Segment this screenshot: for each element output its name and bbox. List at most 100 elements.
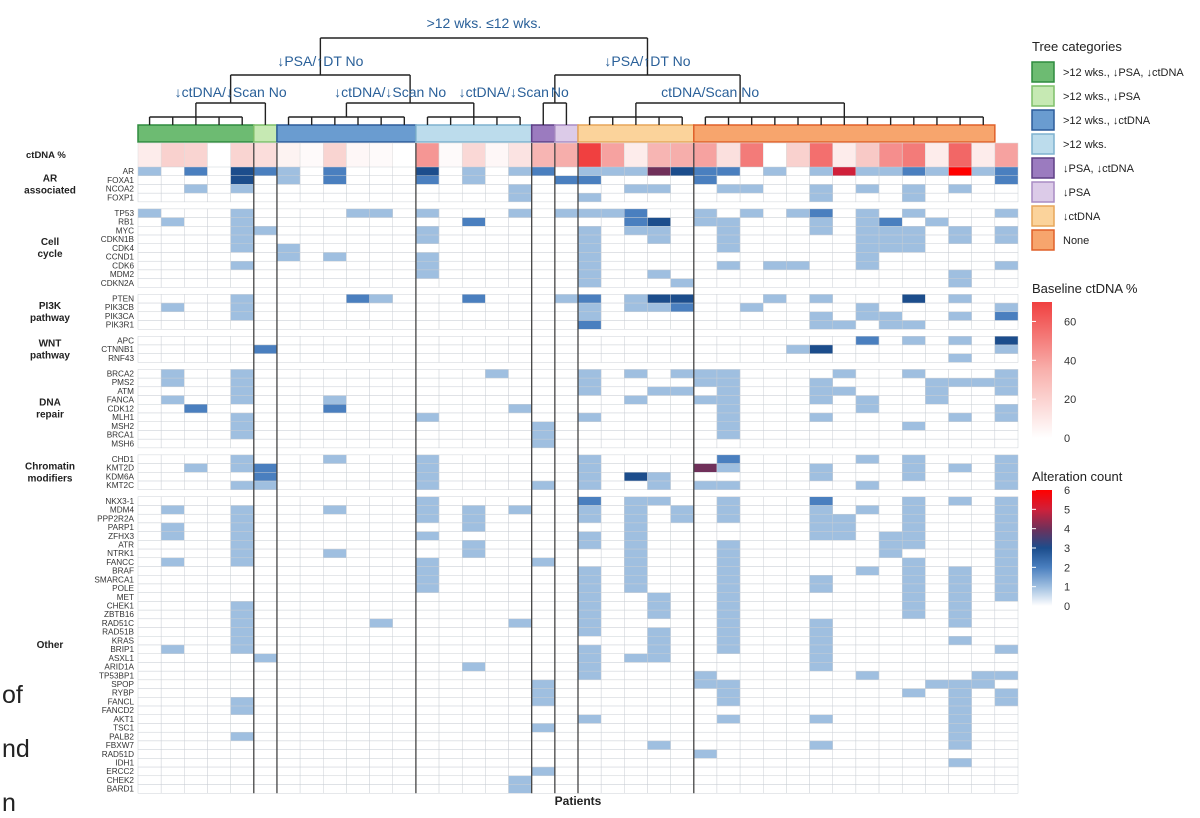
gene-label-parp1: PARP1	[108, 523, 135, 532]
heatmap-cell	[716, 653, 741, 663]
heatmap-cell	[624, 740, 648, 750]
heatmap-cell	[786, 557, 810, 567]
heatmap-cell	[392, 627, 417, 637]
heatmap-cell	[878, 670, 903, 681]
heatmap-cell	[392, 705, 417, 715]
heatmap-cell	[392, 472, 417, 482]
heatmap-cell	[160, 166, 185, 176]
heatmap-cell	[137, 522, 162, 532]
gene-label-rad51d: RAD51D	[102, 750, 134, 759]
heatmap-cell	[207, 217, 231, 227]
ctdna-cell	[670, 142, 695, 169]
heatmap-cell	[438, 430, 463, 440]
heatmap-cell	[832, 679, 857, 689]
heatmap-cell	[577, 505, 602, 515]
heatmap-cell	[323, 601, 347, 611]
heatmap-cell	[971, 252, 996, 262]
heatmap-cell	[878, 377, 903, 388]
heatmap-cell	[786, 609, 810, 620]
heatmap-cell	[207, 575, 231, 585]
heatmap-cell	[184, 226, 208, 236]
heatmap-cell	[323, 404, 347, 414]
heatmap-cell	[577, 740, 602, 750]
heatmap-cell	[461, 166, 486, 176]
heatmap-cell	[809, 758, 833, 768]
heatmap-cell	[577, 175, 602, 185]
heatmap-cell	[901, 679, 926, 689]
heatmap-cell	[901, 311, 926, 321]
heatmap-cell	[531, 480, 556, 490]
heatmap-cell	[948, 679, 972, 689]
heatmap-cell	[624, 505, 648, 515]
heatmap-cell	[137, 217, 162, 227]
heatmap-cell	[716, 697, 741, 707]
heatmap-cell	[299, 192, 324, 203]
heatmap-cell	[438, 583, 463, 593]
heatmap-cell	[855, 636, 880, 646]
heatmap-cell	[647, 404, 671, 414]
heatmap-cell	[253, 336, 278, 346]
heatmap-cell	[971, 758, 996, 768]
heatmap-cell	[647, 430, 671, 440]
heatmap-cell	[531, 714, 556, 724]
heatmap-cell	[809, 496, 833, 506]
heatmap-cell	[855, 513, 880, 524]
heatmap-cell	[971, 438, 996, 449]
heatmap-cell	[624, 369, 648, 379]
heatmap-cell	[461, 583, 486, 593]
heatmap-cell	[600, 601, 625, 611]
ctdna-cell	[184, 142, 208, 169]
heatmap-cell	[438, 505, 463, 515]
heatmap-cell	[693, 386, 718, 396]
heatmap-cell	[323, 731, 347, 742]
heatmap-cell	[901, 688, 926, 698]
ctdna-cell	[554, 142, 579, 169]
heatmap-cell	[554, 226, 579, 236]
heatmap-cell	[461, 653, 486, 663]
ctdna-cell	[855, 142, 880, 169]
heatmap-cell	[901, 404, 926, 414]
heatmap-cell	[832, 260, 857, 271]
legend-alt-tick-label-1: 5	[1064, 504, 1070, 516]
heatmap-cell	[508, 688, 532, 698]
heatmap-cell	[786, 175, 810, 185]
heatmap-cell	[809, 421, 833, 431]
heatmap-cell	[531, 311, 556, 321]
heatmap-cell	[160, 531, 185, 541]
heatmap-cell	[763, 697, 787, 707]
heatmap-cell	[184, 592, 208, 602]
heatmap-cell	[901, 548, 926, 559]
heatmap-cell	[739, 618, 764, 628]
heatmap-cell	[693, 531, 718, 541]
heatmap-cell	[392, 166, 417, 176]
gene-label-cdk12: CDK12	[108, 404, 135, 413]
heatmap-cell	[878, 184, 903, 194]
heatmap-cell	[508, 480, 532, 490]
heatmap-cell	[508, 217, 532, 227]
heatmap-cell	[323, 540, 347, 550]
heatmap-cell	[554, 395, 579, 405]
heatmap-cell	[508, 269, 532, 279]
heatmap-cell	[716, 583, 741, 593]
heatmap-cell	[299, 758, 324, 768]
heatmap-cell	[461, 472, 486, 482]
heatmap-cell	[160, 627, 185, 637]
heatmap-cell	[809, 636, 833, 646]
heatmap-cell	[137, 260, 162, 271]
heatmap-cell	[531, 438, 556, 449]
heatmap-cell	[230, 548, 255, 559]
heatmap-cell	[925, 208, 949, 218]
heatmap-cell	[809, 609, 833, 620]
heatmap-cell	[485, 430, 509, 440]
heatmap-cell	[438, 311, 463, 321]
heatmap-cell	[554, 618, 579, 628]
heatmap-cell	[160, 758, 185, 768]
heatmap-cell	[647, 278, 671, 288]
heatmap-cell	[971, 463, 996, 473]
heatmap-cell	[971, 386, 996, 396]
heatmap-cell	[647, 592, 671, 602]
heatmap-cell	[485, 260, 509, 271]
heatmap-cell	[184, 454, 208, 464]
heatmap-cell	[948, 369, 972, 379]
heatmap-cell	[438, 438, 463, 449]
